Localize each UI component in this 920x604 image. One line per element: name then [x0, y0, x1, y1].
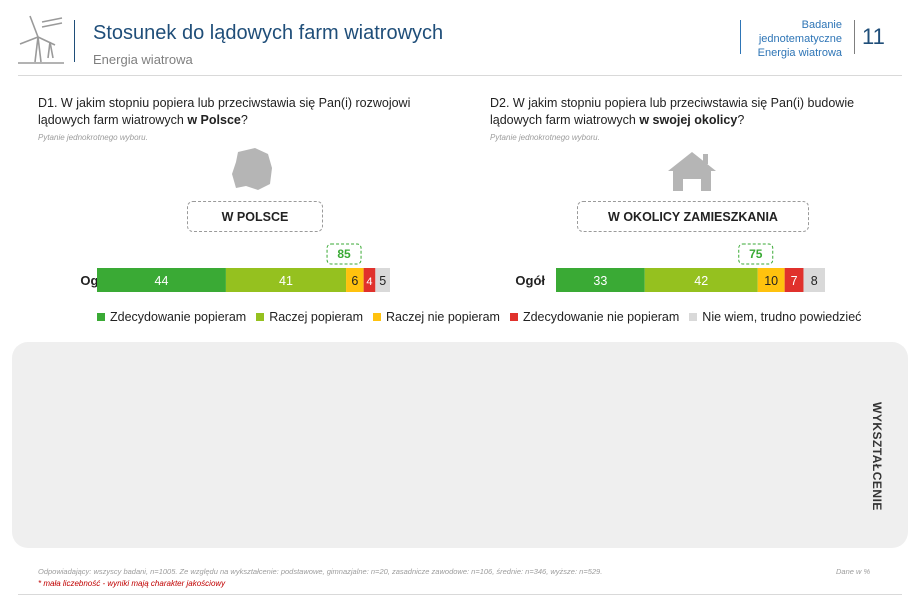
legend-item: Zdecydowanie popieram — [97, 310, 246, 324]
footer-rule — [18, 594, 902, 595]
question-text: D1. W jakim stopniu popiera lub przeciws… — [38, 96, 411, 127]
legend-swatch — [373, 313, 381, 321]
header-rule — [18, 75, 902, 76]
bar-strongly-oppose — [784, 268, 804, 292]
section-box-poland: W POLSCE — [187, 201, 323, 232]
total-support-callout — [738, 243, 774, 265]
total-support-callout — [326, 243, 362, 265]
badge-line: Energia wiatrowa — [757, 47, 842, 59]
bar-dont-know — [375, 268, 390, 292]
category-label: Ogół — [515, 273, 545, 288]
question-note: Pytanie jednokrotnego wyboru. — [38, 133, 148, 142]
badge-divider — [740, 20, 741, 54]
question-d1: D1. W jakim stopniu popiera lub przeciws… — [38, 95, 433, 129]
bar-strongly-support — [556, 268, 645, 292]
page-subtitle: Energia wiatrowa — [93, 52, 193, 67]
footer-note: Odpowiadający: wszyscy badani, n=1005. Z… — [38, 567, 603, 576]
total-support-label: 85 — [337, 247, 351, 261]
study-badge: Badanie jednotematyczne Energia wiatrowa — [742, 18, 842, 60]
bar-rather-oppose — [757, 268, 785, 292]
poland-map-icon — [232, 148, 272, 190]
question-d2: D2. W jakim stopniu popiera lub przeciws… — [490, 95, 885, 129]
total-support-label: 75 — [749, 247, 763, 261]
header-divider — [74, 20, 75, 62]
legend-label: Raczej nie popieram — [386, 310, 500, 324]
education-panel — [12, 342, 908, 548]
data-label: 41 — [279, 274, 293, 288]
footer-warning: * mała liczebność - wyniki mają charakte… — [38, 579, 226, 588]
data-label: 10 — [764, 274, 778, 288]
page-number-divider — [854, 20, 855, 54]
house-icon — [668, 152, 716, 191]
legend: Zdecydowanie popieram Raczej popieram Ra… — [97, 310, 871, 324]
data-label: 5 — [379, 274, 386, 288]
data-label: 33 — [593, 274, 607, 288]
question-emphasis: w swojej okolicy — [639, 113, 738, 127]
legend-swatch — [689, 313, 698, 321]
legend-label: Zdecydowanie popieram — [110, 310, 247, 324]
bar-dont-know — [803, 268, 825, 292]
legend-swatch — [509, 313, 518, 321]
legend-label: Raczej popieram — [269, 310, 363, 324]
wind-turbine-icon — [18, 15, 64, 64]
question-text: D2. W jakim stopniu popiera lub przeciws… — [490, 96, 855, 127]
legend-swatch — [256, 313, 265, 321]
page-title: Stosunek do lądowych farm wiatrowych — [93, 22, 444, 44]
education-side-label: WYKSZTAŁCENIE — [870, 401, 884, 511]
footer-units: Dane w % — [836, 567, 871, 576]
data-label: 7 — [791, 274, 798, 288]
section-box-local: W OKOLICY ZAMIESZKANIA — [577, 201, 809, 232]
badge-line: Badanie — [801, 19, 842, 31]
data-label: 42 — [694, 274, 708, 288]
legend-label: Zdecydowanie nie popieram — [522, 310, 680, 324]
bar-rather-support — [644, 268, 758, 292]
legend-label: Nie wiem, trudno powiedzieć — [702, 310, 862, 324]
data-label: 4 — [366, 276, 372, 288]
badge-line: jednotematyczne — [758, 33, 842, 45]
data-label: 44 — [155, 274, 169, 288]
legend-item: Raczej popieram — [256, 310, 363, 324]
question-note: Pytanie jednokrotnego wyboru. — [490, 133, 600, 142]
data-label: 8 — [811, 274, 818, 288]
bar-rather-oppose — [346, 268, 364, 292]
legend-swatch — [97, 313, 105, 321]
question-emphasis: w Polsce — [187, 113, 241, 127]
bar-rather-support — [225, 268, 347, 292]
bar-strongly-oppose — [363, 268, 376, 292]
legend-item: Zdecydowanie nie popieram — [509, 310, 680, 324]
question-end: ? — [737, 113, 745, 127]
legend-item: Nie wiem, trudno powiedzieć — [689, 310, 861, 324]
page-number: 11 — [862, 24, 885, 49]
legend-item: Raczej nie popieram — [373, 310, 500, 324]
data-label: 6 — [351, 274, 358, 288]
question-end: ? — [240, 113, 248, 127]
bar-strongly-support — [97, 268, 226, 292]
